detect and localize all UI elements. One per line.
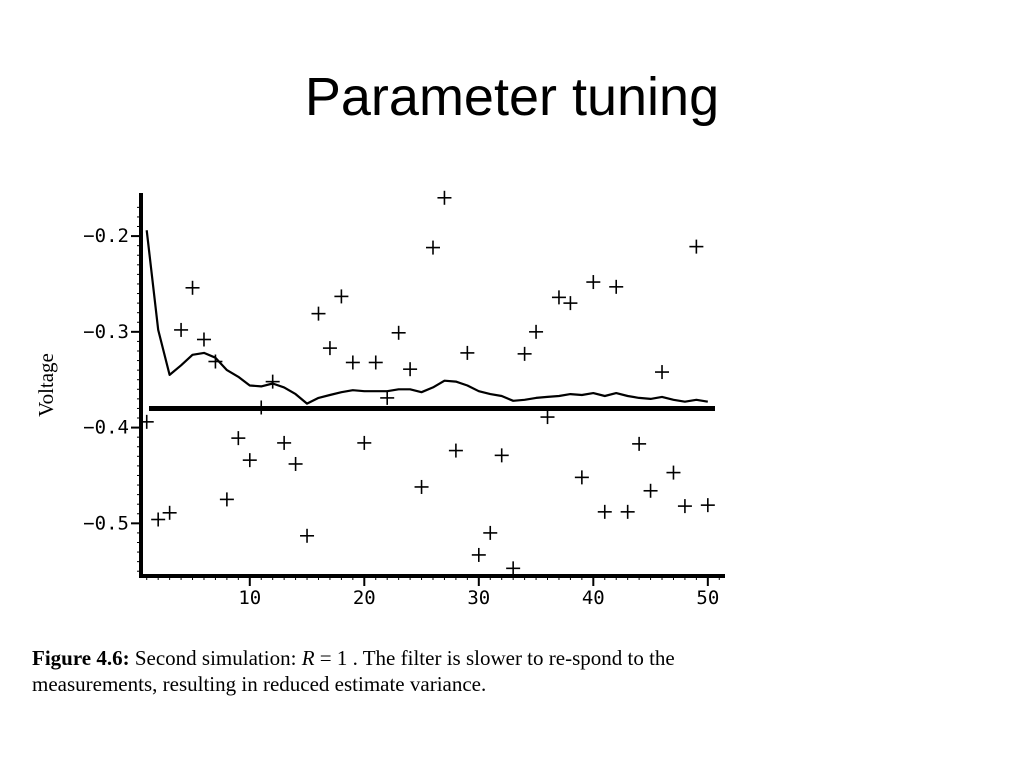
measurement-marker: [300, 528, 315, 543]
measurement-markers: [139, 190, 715, 576]
measurement-marker: [597, 504, 612, 519]
measurement-marker: [357, 435, 372, 450]
measurement-marker: [185, 280, 200, 295]
y-tick-label: −0.5: [83, 512, 129, 534]
measurement-marker: [655, 365, 670, 380]
measurement-marker: [609, 279, 624, 294]
measurement-marker: [700, 498, 715, 513]
measurement-marker: [380, 390, 395, 405]
x-tick-label: 10: [238, 587, 261, 609]
measurement-marker: [288, 456, 303, 471]
measurement-marker: [574, 470, 589, 485]
measurement-marker: [506, 561, 521, 576]
caption-label: Figure 4.6:: [32, 646, 130, 670]
measurement-marker: [460, 345, 475, 360]
axes: [139, 193, 725, 578]
measurement-marker: [563, 296, 578, 311]
caption-text-after: . The filter is slower to re-spond to th…: [32, 646, 675, 696]
measurement-marker: [162, 505, 177, 520]
measurement-marker: [277, 435, 292, 450]
measurement-marker: [196, 332, 211, 347]
estimate-line: [145, 230, 708, 405]
measurement-marker: [414, 479, 429, 494]
caption-variable: R: [301, 646, 315, 670]
measurement-marker: [643, 483, 658, 498]
measurement-marker: [494, 448, 509, 463]
measurement-marker: [689, 239, 704, 254]
measurement-marker: [551, 290, 566, 305]
measurement-marker: [620, 504, 635, 519]
measurement-marker: [219, 492, 234, 507]
measurement-marker: [632, 436, 647, 451]
measurement-marker: [448, 443, 463, 458]
y-axis-title: Voltage: [34, 353, 58, 417]
x-tick-label: 20: [353, 587, 376, 609]
measurement-marker: [334, 289, 349, 304]
measurement-marker: [322, 341, 337, 356]
measurement-marker: [426, 240, 440, 255]
measurement-marker: [666, 465, 681, 480]
y-tick-label: −0.4: [83, 417, 129, 439]
measurement-marker: [139, 414, 154, 429]
measurement-marker: [151, 512, 166, 527]
caption-text-before: Second simulation:: [129, 646, 302, 670]
figure-caption: Figure 4.6: Second simulation: R = 1 . T…: [32, 645, 772, 697]
x-tick-label: 50: [696, 587, 719, 609]
caption-equation: = 1: [314, 646, 348, 670]
measurement-marker: [403, 362, 418, 377]
x-tick-label: 40: [582, 587, 605, 609]
measurement-marker: [437, 190, 452, 205]
measurement-marker: [586, 275, 601, 290]
measurement-marker: [265, 374, 280, 389]
y-tick-label: −0.3: [83, 321, 129, 343]
measurement-marker: [311, 306, 326, 321]
measurement-marker: [677, 499, 692, 514]
slide-title: Parameter tuning: [304, 67, 720, 127]
measurement-marker: [174, 322, 189, 337]
measurement-marker: [517, 346, 532, 361]
series: [139, 190, 715, 576]
measurement-marker: [471, 547, 486, 562]
y-tick-label: −0.2: [83, 225, 129, 247]
measurement-marker: [540, 410, 555, 425]
measurement-marker: [242, 453, 257, 468]
measurement-marker: [345, 355, 360, 370]
measurement-marker: [391, 325, 406, 340]
measurement-marker: [368, 355, 383, 370]
x-tick-label: 30: [467, 587, 490, 609]
measurement-marker: [231, 431, 246, 446]
ticks: −0.2 −0.3 −0.4 −0.5 10 20 30 40 50: [83, 206, 720, 609]
measurement-marker: [483, 525, 498, 540]
measurement-marker: [529, 324, 544, 339]
voltage-chart: Voltage −0.2 −0.3 −0.4 −0.5 10 20 30 40 50: [34, 190, 725, 609]
